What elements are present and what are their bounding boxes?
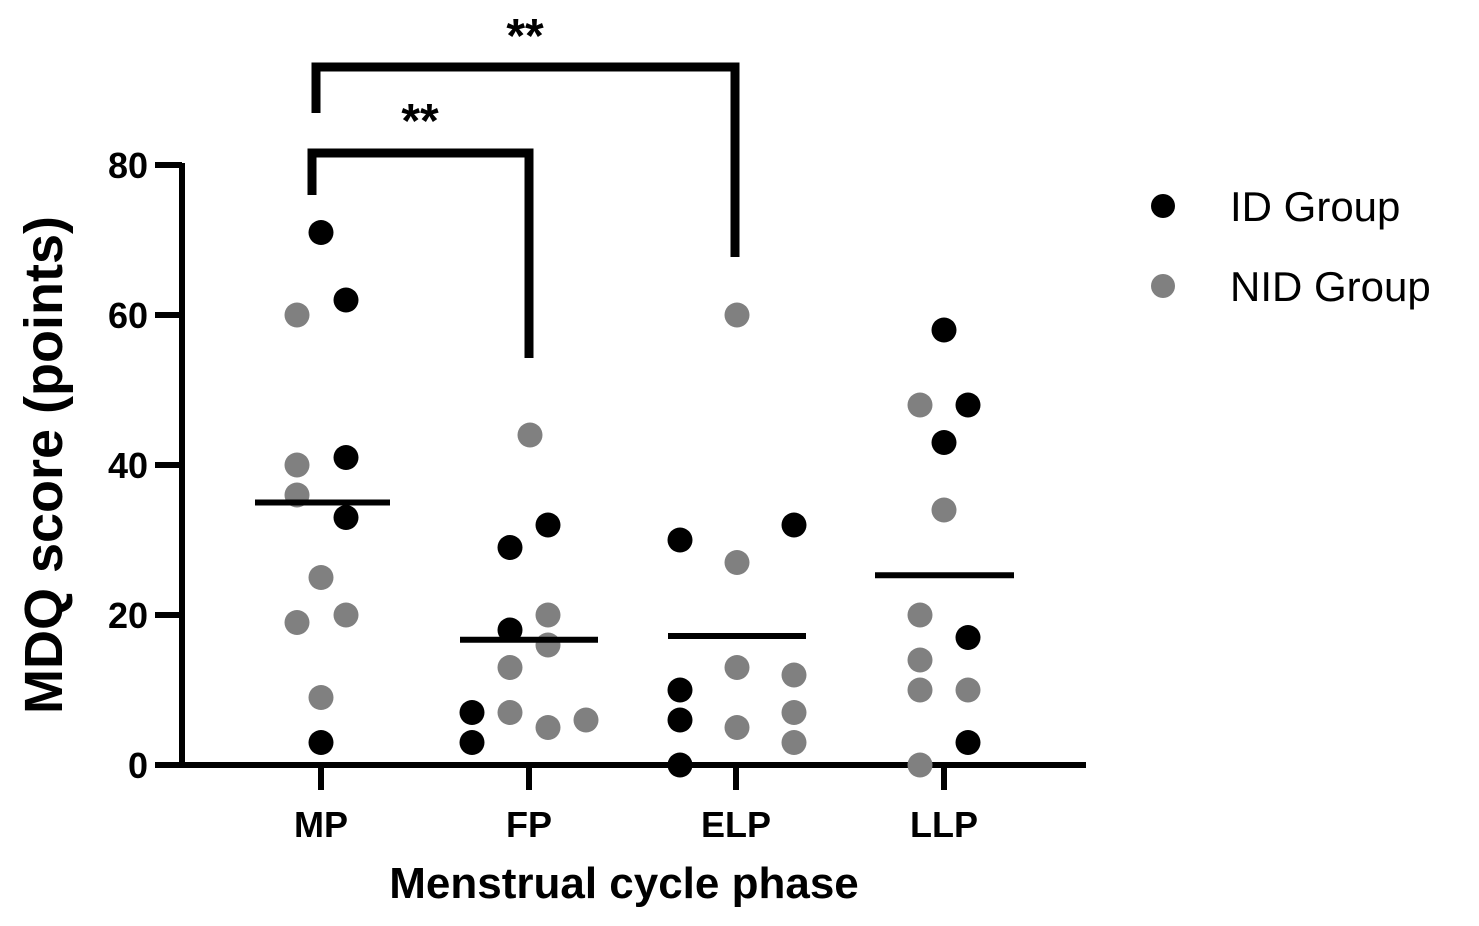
legend-label-id-group: ID Group	[1230, 183, 1400, 230]
id-group-dot	[459, 700, 485, 725]
nid-group-dot	[497, 700, 523, 725]
id-group-dot	[931, 317, 957, 343]
id-group-dot	[667, 752, 693, 778]
y-tick-label-20: 20	[108, 595, 148, 636]
nid-group-dot	[955, 677, 981, 703]
nid-group-dot	[907, 752, 933, 778]
nid-group-dot	[284, 610, 310, 635]
id-group-dot	[333, 505, 359, 530]
nid-group-dot	[308, 685, 334, 710]
nid-group-dot	[907, 677, 933, 703]
id-group-dot	[667, 527, 693, 553]
legend-label-nid-group: NID Group	[1230, 263, 1431, 310]
id-group-dot	[535, 512, 561, 538]
id-group-dot	[459, 730, 485, 755]
nid-group-dot	[781, 662, 807, 688]
id-group-dot	[955, 730, 981, 755]
legend-marker-nid-icon	[1151, 274, 1175, 298]
id-group-dot	[497, 535, 523, 560]
id-group-dot	[333, 287, 359, 313]
id-group-dot	[333, 445, 359, 470]
significance-bracket-mp-elp: **	[311, 10, 740, 257]
legend-marker-id-icon	[1151, 194, 1175, 218]
x-tick-label-llp: LLP	[910, 804, 978, 845]
significance-bracket-mp-fp: **	[307, 95, 534, 358]
nid-group-dot	[907, 392, 933, 418]
y-axis: 80 60 40 20 0	[108, 145, 185, 786]
id-group-dot	[308, 220, 334, 245]
y-tick-label-0: 0	[128, 745, 148, 786]
id-group-dot	[497, 617, 523, 643]
y-tick-label-40: 40	[108, 445, 148, 486]
id-group-dot	[931, 430, 957, 455]
y-axis-title: MDQ score (points)	[14, 216, 74, 714]
nid-group-dot	[535, 602, 561, 628]
x-tick-label-mp: MP	[294, 804, 348, 845]
nid-group-dot	[907, 647, 933, 673]
nid-group-dot	[724, 655, 750, 680]
nid-group-dot	[781, 730, 807, 755]
significance-label-mp-fp: **	[401, 95, 439, 148]
x-tick-label-fp: FP	[506, 804, 552, 845]
significance-label-mp-elp: **	[506, 10, 544, 63]
nid-group-dot	[907, 602, 933, 628]
nid-group-dot	[497, 655, 523, 680]
mean-lines	[255, 499, 1014, 643]
legend-item-nid-group: NID Group	[1151, 263, 1431, 310]
nid-group-dot	[781, 700, 807, 725]
id-group-dot	[955, 392, 981, 418]
nid-group-dot	[724, 550, 750, 575]
id-group-dot	[955, 625, 981, 650]
nid-group-dot	[308, 565, 334, 590]
x-axis-title: Menstrual cycle phase	[389, 859, 859, 908]
y-tick-label-60: 60	[108, 295, 148, 336]
nid-group-dot	[333, 602, 359, 628]
nid-group-dot	[573, 707, 599, 733]
y-tick-label-80: 80	[108, 145, 148, 186]
id-group-dot	[667, 707, 693, 733]
nid-group-dot	[517, 422, 543, 448]
nid-group-dot	[724, 715, 750, 740]
nid-group-dot	[535, 632, 561, 658]
nid-group-dot	[284, 302, 310, 328]
nid-group-dot	[931, 497, 957, 523]
nid-group-dot	[724, 302, 750, 328]
id-group-dot	[308, 730, 334, 755]
data-points	[284, 220, 981, 778]
id-group-dot	[781, 512, 807, 538]
x-tick-label-elp: ELP	[701, 804, 771, 845]
x-axis: MP FP ELP LLP Menstrual cycle phase	[179, 762, 1086, 908]
legend: ID Group NID Group	[1151, 183, 1431, 310]
id-group-dot	[667, 677, 693, 703]
nid-group-dot	[535, 715, 561, 740]
legend-item-id-group: ID Group	[1151, 183, 1400, 230]
nid-group-dot	[284, 452, 310, 478]
